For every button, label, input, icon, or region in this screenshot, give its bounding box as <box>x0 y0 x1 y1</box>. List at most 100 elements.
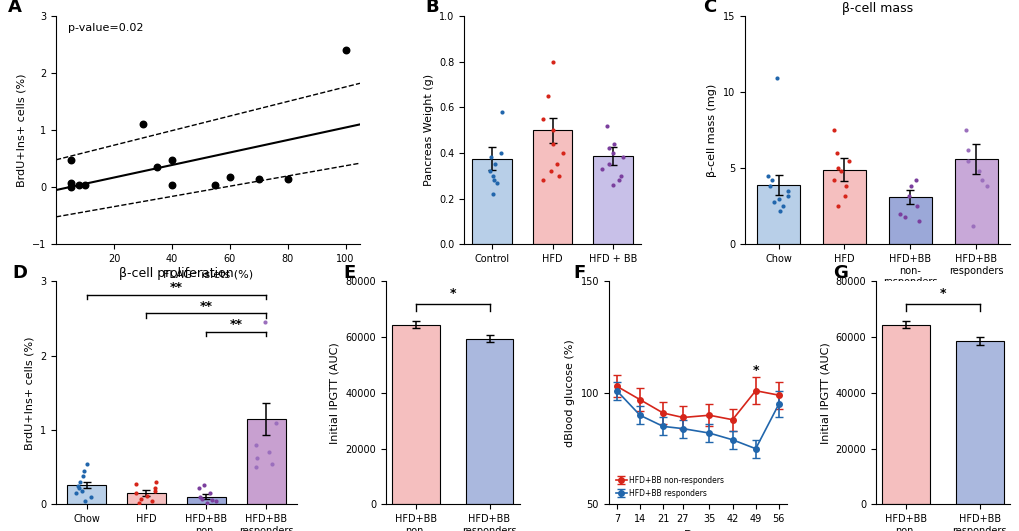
Text: G: G <box>833 263 848 281</box>
Point <box>196 481 212 490</box>
Point <box>978 182 995 191</box>
Point <box>149 163 165 172</box>
Point <box>251 175 267 183</box>
Point <box>780 187 796 195</box>
Point <box>892 210 908 218</box>
Bar <box>391 324 439 504</box>
Point <box>147 487 163 495</box>
Point <box>548 160 565 169</box>
Point <box>604 181 621 189</box>
Point <box>598 121 614 130</box>
Point <box>261 448 277 457</box>
Point <box>535 115 551 123</box>
Point <box>770 194 787 203</box>
Point <box>192 493 208 501</box>
Point <box>959 156 975 165</box>
Point <box>897 212 913 221</box>
Point <box>840 156 856 165</box>
Point <box>76 467 93 475</box>
Point <box>133 494 150 503</box>
Point <box>594 165 610 173</box>
Bar <box>67 485 106 504</box>
Point <box>837 182 853 191</box>
Point <box>827 149 844 157</box>
Y-axis label: dBlood glucose (%): dBlood glucose (%) <box>565 339 575 447</box>
Point <box>759 172 775 180</box>
Bar <box>186 496 225 504</box>
Text: *: * <box>449 287 455 301</box>
Text: **: ** <box>170 281 182 294</box>
Point <box>484 172 500 180</box>
Point <box>774 202 791 210</box>
X-axis label: FLAG⁻ islets (%): FLAG⁻ islets (%) <box>163 270 253 279</box>
Text: p-value=0.02: p-value=0.02 <box>68 23 144 33</box>
Y-axis label: β-cell mass (mg): β-cell mass (mg) <box>707 83 716 177</box>
Point <box>71 181 88 189</box>
Point <box>554 149 571 157</box>
Point <box>127 489 144 498</box>
Point <box>482 153 498 162</box>
Point <box>264 459 280 468</box>
Bar <box>822 170 865 244</box>
Point <box>770 207 787 215</box>
Point <box>828 202 845 210</box>
Point <box>539 92 555 100</box>
Text: A: A <box>7 0 21 15</box>
Point <box>207 181 223 189</box>
Point <box>70 484 87 492</box>
Point <box>973 176 989 185</box>
Point <box>761 182 777 191</box>
Point <box>762 176 779 185</box>
Point <box>957 126 973 134</box>
Point <box>76 181 93 189</box>
Bar <box>126 493 166 504</box>
Point <box>69 482 86 490</box>
Text: *: * <box>752 364 758 378</box>
Point <box>545 140 561 148</box>
Point <box>836 191 852 200</box>
Y-axis label: BrdU+Ins+ cells (%): BrdU+Ins+ cells (%) <box>24 336 35 450</box>
Y-axis label: Pancreas Weight (g): Pancreas Weight (g) <box>423 74 433 186</box>
Point <box>544 126 560 134</box>
Point <box>128 479 145 488</box>
Point <box>604 149 621 157</box>
Point <box>135 120 151 129</box>
Point <box>83 493 99 501</box>
Point <box>144 496 160 505</box>
Point <box>969 167 985 175</box>
Point <box>62 183 78 192</box>
Point <box>257 318 273 327</box>
Title: β-cell mass: β-cell mass <box>841 2 912 15</box>
Point <box>600 160 616 169</box>
Y-axis label: BrdU+Ins+ cells (%): BrdU+Ins+ cells (%) <box>16 73 26 187</box>
Text: E: E <box>342 263 355 281</box>
Point <box>903 182 919 191</box>
Text: C: C <box>702 0 715 15</box>
Point <box>267 418 283 427</box>
Point <box>959 145 975 154</box>
Point <box>248 463 264 472</box>
Point <box>779 191 795 200</box>
Point <box>488 178 504 187</box>
Text: F: F <box>573 263 585 281</box>
Point <box>67 489 84 498</box>
Point <box>544 57 560 66</box>
Point <box>191 484 207 492</box>
Point <box>337 46 354 55</box>
Bar <box>954 159 997 244</box>
Text: **: ** <box>200 299 213 313</box>
Bar <box>465 339 513 504</box>
Title: β-cell proliferation: β-cell proliferation <box>119 267 233 280</box>
X-axis label: Days: Days <box>684 530 711 531</box>
Point <box>148 478 164 486</box>
Legend: HFD+BB non-responders, HFD+BB responders: HFD+BB non-responders, HFD+BB responders <box>612 473 727 501</box>
Point <box>824 176 841 185</box>
Point <box>75 472 92 481</box>
Point <box>908 202 924 210</box>
Point <box>492 149 508 157</box>
Point <box>74 487 91 495</box>
Point <box>768 74 785 83</box>
Point <box>199 499 215 507</box>
Point <box>130 499 147 507</box>
Point <box>486 160 502 169</box>
